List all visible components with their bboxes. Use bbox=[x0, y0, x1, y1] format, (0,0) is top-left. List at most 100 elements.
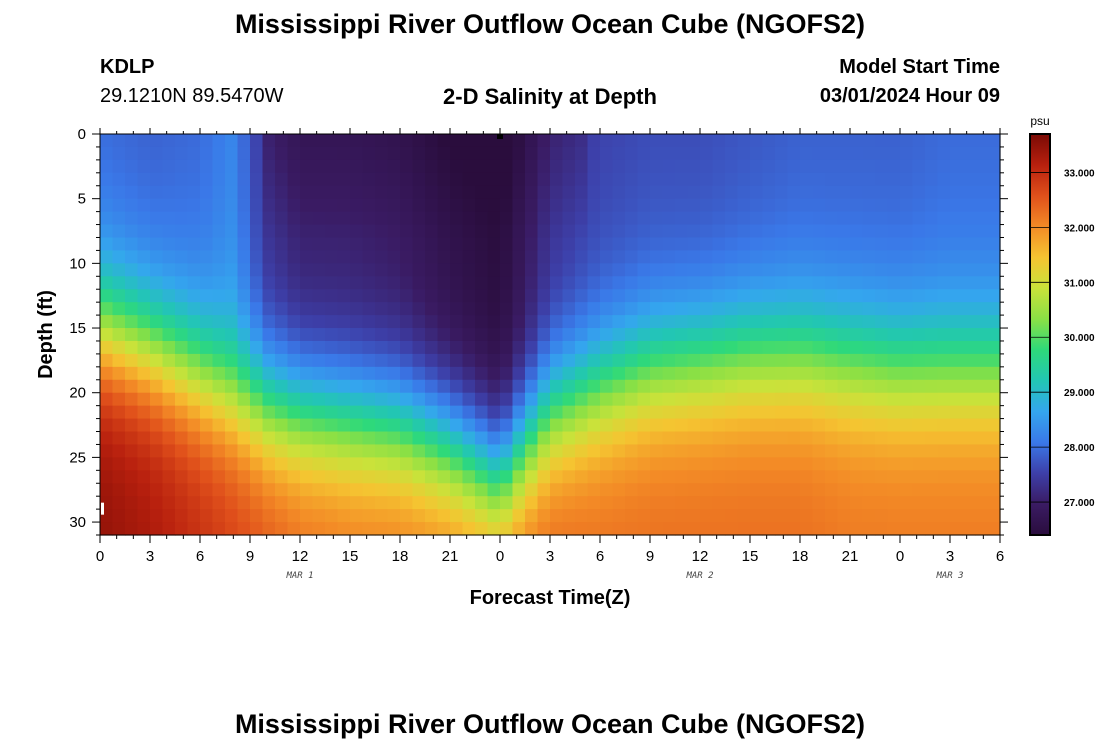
heatmap-cell bbox=[525, 496, 539, 510]
heatmap-cell bbox=[225, 405, 239, 420]
heatmap-cell bbox=[562, 379, 576, 394]
heatmap-cell bbox=[825, 509, 839, 523]
heatmap-cell bbox=[650, 276, 664, 290]
heatmap-cell bbox=[787, 159, 801, 174]
heatmap-cell bbox=[925, 302, 939, 316]
heatmap-cell bbox=[162, 353, 176, 368]
heatmap-cell bbox=[962, 496, 976, 510]
heatmap-cell bbox=[887, 211, 901, 226]
heatmap-cell bbox=[487, 340, 501, 355]
heatmap-cell bbox=[812, 522, 826, 536]
heatmap-cell bbox=[925, 379, 939, 394]
y-tick-label: 25 bbox=[69, 449, 86, 466]
heatmap-cell bbox=[112, 315, 126, 329]
heatmap-cell bbox=[625, 483, 639, 497]
heatmap-cell bbox=[975, 302, 989, 316]
heatmap-cell bbox=[612, 405, 626, 420]
heatmap-cell bbox=[887, 172, 901, 187]
heatmap-cell bbox=[387, 522, 401, 536]
heatmap-cell bbox=[487, 379, 501, 394]
heatmap-cell bbox=[950, 496, 964, 510]
heatmap-cell bbox=[137, 353, 151, 368]
heatmap-cell bbox=[750, 237, 764, 252]
heatmap-cell bbox=[462, 185, 476, 200]
heatmap-cell bbox=[287, 134, 301, 148]
heatmap-cell bbox=[925, 134, 939, 148]
heatmap-cell bbox=[537, 263, 551, 277]
heatmap-cell bbox=[812, 353, 826, 368]
heatmap-cell bbox=[150, 353, 164, 368]
heatmap-cell bbox=[700, 276, 714, 290]
heatmap-cell bbox=[912, 211, 926, 226]
heatmap-cell bbox=[150, 289, 164, 303]
heatmap-cell bbox=[487, 470, 501, 484]
heatmap-cell bbox=[725, 340, 739, 355]
heatmap-cell bbox=[912, 198, 926, 213]
heatmap-cell bbox=[762, 159, 776, 174]
heatmap-cell bbox=[350, 405, 364, 420]
heatmap-cell bbox=[737, 250, 751, 264]
heatmap-cell bbox=[712, 470, 726, 484]
heatmap-cell bbox=[450, 315, 464, 329]
heatmap-cell bbox=[562, 263, 576, 277]
heatmap-cell bbox=[500, 457, 514, 471]
heatmap-cell bbox=[812, 431, 826, 446]
heatmap-cell bbox=[137, 289, 151, 303]
heatmap-cell bbox=[287, 457, 301, 471]
heatmap-cell bbox=[837, 198, 851, 213]
heatmap-cell bbox=[987, 522, 1001, 536]
heatmap-cell bbox=[525, 328, 539, 342]
heatmap-cell bbox=[562, 418, 576, 433]
heatmap-cell bbox=[850, 328, 864, 342]
heatmap-cell bbox=[775, 263, 789, 277]
heatmap-cell bbox=[762, 496, 776, 510]
heatmap-cell bbox=[637, 392, 651, 407]
heatmap-cell bbox=[950, 328, 964, 342]
colorbar-tick-label: 33.000 bbox=[1064, 168, 1095, 179]
heatmap-cell bbox=[437, 340, 451, 355]
heatmap-cell bbox=[387, 366, 401, 381]
heatmap-cell bbox=[475, 198, 489, 213]
heatmap-cell bbox=[300, 431, 314, 446]
heatmap-cell bbox=[287, 315, 301, 329]
heatmap-cell bbox=[275, 522, 289, 536]
heatmap-cell bbox=[787, 379, 801, 394]
heatmap-cell bbox=[250, 444, 264, 458]
heatmap-cell bbox=[762, 276, 776, 290]
heatmap-cell bbox=[287, 250, 301, 264]
heatmap-cell bbox=[512, 340, 526, 355]
heatmap-cell bbox=[812, 483, 826, 497]
heatmap-cell bbox=[787, 263, 801, 277]
heatmap-cell bbox=[325, 146, 339, 161]
heatmap-cell bbox=[375, 457, 389, 471]
heatmap-cell bbox=[112, 302, 126, 316]
heatmap-cell bbox=[625, 134, 639, 148]
heatmap-cell bbox=[225, 509, 239, 523]
heatmap-cell bbox=[375, 224, 389, 239]
heatmap-cell bbox=[325, 522, 339, 536]
heatmap-cell bbox=[100, 522, 114, 536]
heatmap-cell bbox=[750, 211, 764, 226]
heatmap-cell bbox=[275, 470, 289, 484]
heatmap-cell bbox=[487, 224, 501, 239]
heatmap-cell bbox=[950, 418, 964, 433]
heatmap-cell bbox=[725, 224, 739, 239]
heatmap-cell bbox=[737, 405, 751, 420]
heatmap-cell bbox=[900, 496, 914, 510]
heatmap-cell bbox=[375, 379, 389, 394]
heatmap-cell bbox=[812, 134, 826, 148]
heatmap-cell bbox=[175, 328, 189, 342]
heatmap-cell bbox=[712, 159, 726, 174]
heatmap-cell bbox=[687, 457, 701, 471]
heatmap-cell bbox=[725, 392, 739, 407]
heatmap-cell bbox=[350, 509, 364, 523]
heatmap-cell bbox=[375, 522, 389, 536]
heatmap-cell bbox=[987, 340, 1001, 355]
heatmap-cell bbox=[600, 509, 614, 523]
heatmap-cell bbox=[875, 392, 889, 407]
heatmap-cell bbox=[162, 198, 176, 213]
heatmap-cell bbox=[350, 172, 364, 187]
heatmap-cell bbox=[162, 289, 176, 303]
heatmap-cell bbox=[100, 470, 114, 484]
heatmap-cell bbox=[175, 289, 189, 303]
